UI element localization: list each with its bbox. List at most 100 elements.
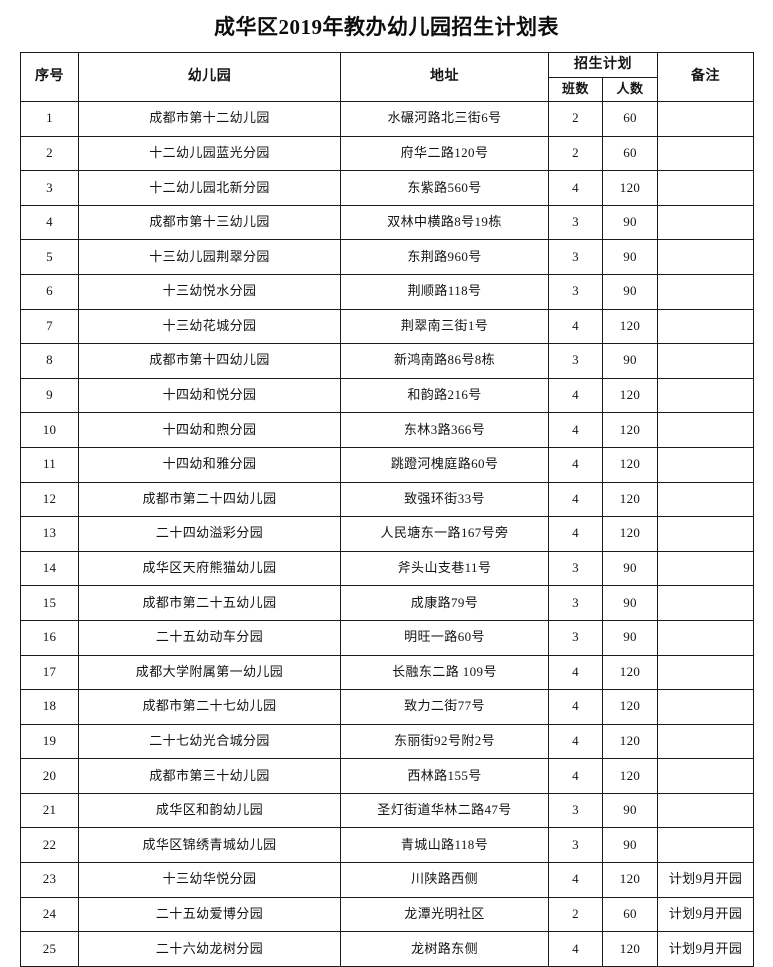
cell-address: 东林3路366号 — [340, 412, 549, 448]
table-row: 18 成都市第二十七幼儿园 致力二街77号 4 120 — [20, 689, 754, 725]
table-row: 13 二十四幼溢彩分园 人民塘东一路167号旁 4 120 — [20, 516, 754, 552]
table-row: 21 成华区和韵幼儿园 圣灯街道华林二路47号 3 90 — [20, 792, 754, 829]
cell-note — [657, 792, 754, 829]
column-header-classes: 班数 — [548, 77, 603, 102]
cell-seq: 1 — [20, 101, 79, 137]
cell-address: 龙树路东侧 — [340, 931, 549, 967]
cell-seq: 17 — [20, 654, 79, 691]
cell-seq: 23 — [20, 862, 79, 898]
cell-address: 水碾河路北三街6号 — [340, 101, 549, 137]
table-row: 14 成华区天府熊猫幼儿园 斧头山支巷11号 3 90 — [20, 550, 754, 587]
cell-address: 和韵路216号 — [340, 377, 549, 414]
cell-address: 青城山路118号 — [340, 827, 549, 864]
table-row: 20 成都市第三十幼儿园 西林路155号 4 120 — [20, 758, 754, 794]
cell-classes: 4 — [548, 170, 603, 206]
cell-note: 计划9月开园 — [657, 862, 754, 898]
cell-students: 90 — [602, 273, 658, 310]
table-row: 22 成华区锦绣青城幼儿园 青城山路118号 3 90 — [20, 827, 754, 864]
cell-note — [657, 516, 754, 552]
cell-note — [657, 135, 754, 172]
cell-classes: 4 — [548, 689, 603, 725]
cell-note — [657, 377, 754, 414]
table-row: 10 十四幼和煦分园 东林3路366号 4 120 — [20, 412, 754, 448]
cell-classes: 4 — [548, 931, 603, 967]
cell-name: 成都大学附属第一幼儿园 — [78, 654, 341, 691]
cell-classes: 4 — [548, 654, 603, 691]
cell-seq: 4 — [20, 204, 79, 241]
cell-address: 东荆路960号 — [340, 239, 549, 275]
cell-name: 成都市第二十七幼儿园 — [78, 689, 341, 725]
cell-seq: 2 — [20, 135, 79, 172]
cell-note — [657, 481, 754, 518]
cell-seq: 8 — [20, 343, 79, 379]
cell-name: 成都市第十三幼儿园 — [78, 204, 341, 241]
cell-address: 成康路79号 — [340, 585, 549, 621]
cell-seq: 16 — [20, 619, 79, 656]
cell-name: 成都市第十二幼儿园 — [78, 101, 341, 137]
cell-address: 致力二街77号 — [340, 689, 549, 725]
cell-note — [657, 446, 754, 483]
cell-seq: 19 — [20, 723, 79, 760]
cell-address: 明旺一路60号 — [340, 619, 549, 656]
cell-name: 二十四幼溢彩分园 — [78, 516, 341, 552]
table-row: 19 二十七幼光合城分园 东丽街92号附2号 4 120 — [20, 723, 754, 760]
cell-name: 十三幼华悦分园 — [78, 862, 341, 898]
cell-students: 90 — [602, 343, 658, 379]
cell-address: 双林中横路8号19栋 — [340, 204, 549, 241]
cell-note — [657, 689, 754, 725]
cell-students: 120 — [602, 758, 658, 794]
cell-seq: 15 — [20, 585, 79, 621]
cell-classes: 3 — [548, 204, 603, 241]
cell-seq: 25 — [20, 931, 79, 967]
table-row: 7 十三幼花城分园 荆翠南三街1号 4 120 — [20, 308, 754, 345]
cell-seq: 9 — [20, 377, 79, 414]
cell-classes: 4 — [548, 723, 603, 760]
cell-students: 90 — [602, 204, 658, 241]
cell-name: 二十五幼动车分园 — [78, 619, 341, 656]
cell-name: 二十五幼爱博分园 — [78, 896, 341, 933]
column-header-name: 幼儿园 — [78, 52, 341, 102]
cell-students: 120 — [602, 654, 658, 691]
cell-seq: 13 — [20, 516, 79, 552]
cell-note — [657, 343, 754, 379]
cell-seq: 14 — [20, 550, 79, 587]
table-row: 6 十三幼悦水分园 荆顺路118号 3 90 — [20, 273, 754, 310]
cell-address: 新鸿南路86号8栋 — [340, 343, 549, 379]
cell-note — [657, 273, 754, 310]
cell-classes: 4 — [548, 758, 603, 794]
cell-classes: 4 — [548, 412, 603, 448]
cell-students: 120 — [602, 308, 658, 345]
cell-students: 60 — [602, 101, 658, 137]
cell-name: 十四幼和煦分园 — [78, 412, 341, 448]
cell-classes: 4 — [548, 481, 603, 518]
cell-name: 成都市第十四幼儿园 — [78, 343, 341, 379]
cell-students: 90 — [602, 827, 658, 864]
cell-students: 120 — [602, 481, 658, 518]
table-row: 23 十三幼华悦分园 川陕路西侧 4 120 计划9月开园 — [20, 862, 754, 898]
table-row: 5 十三幼儿园荆翠分园 东荆路960号 3 90 — [20, 239, 754, 275]
cell-seq: 12 — [20, 481, 79, 518]
cell-seq: 5 — [20, 239, 79, 275]
cell-classes: 3 — [548, 239, 603, 275]
cell-address: 荆顺路118号 — [340, 273, 549, 310]
table-row: 9 十四幼和悦分园 和韵路216号 4 120 — [20, 377, 754, 414]
cell-address: 人民塘东一路167号旁 — [340, 516, 549, 552]
cell-note: 计划9月开园 — [657, 896, 754, 933]
cell-name: 成都市第二十五幼儿园 — [78, 585, 341, 621]
cell-students: 120 — [602, 446, 658, 483]
cell-seq: 6 — [20, 273, 79, 310]
cell-name: 十二幼儿园蓝光分园 — [78, 135, 341, 172]
cell-note — [657, 654, 754, 691]
cell-classes: 2 — [548, 896, 603, 933]
cell-name: 成都市第三十幼儿园 — [78, 758, 341, 794]
cell-address: 川陕路西侧 — [340, 862, 549, 898]
cell-note — [657, 239, 754, 275]
cell-name: 二十六幼龙树分园 — [78, 931, 341, 967]
table-row: 16 二十五幼动车分园 明旺一路60号 3 90 — [20, 619, 754, 656]
cell-classes: 3 — [548, 619, 603, 656]
cell-name: 十三幼儿园荆翠分园 — [78, 239, 341, 275]
table-row: 12 成都市第二十四幼儿园 致强环街33号 4 120 — [20, 481, 754, 518]
cell-seq: 20 — [20, 758, 79, 794]
cell-classes: 2 — [548, 135, 603, 172]
cell-name: 成华区天府熊猫幼儿园 — [78, 550, 341, 587]
